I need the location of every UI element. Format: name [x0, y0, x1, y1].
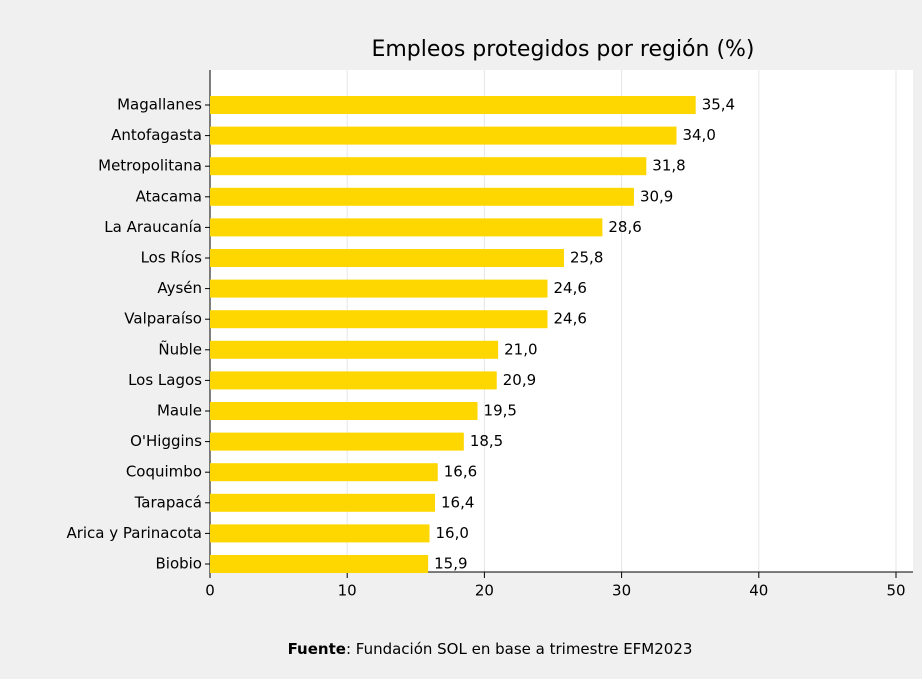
y-tick-label: Los Lagos — [128, 371, 202, 389]
bar — [210, 402, 478, 420]
bar — [210, 371, 497, 390]
value-label: 25,8 — [570, 249, 603, 267]
value-label: 18,5 — [470, 432, 503, 450]
value-label: 21,0 — [504, 340, 537, 358]
x-tick-label: 40 — [749, 582, 768, 600]
value-label: 31,8 — [652, 157, 685, 175]
y-tick-label: Valparaíso — [124, 310, 202, 328]
bar — [210, 187, 634, 206]
bar — [210, 249, 564, 267]
x-tick-label: 30 — [612, 582, 631, 600]
y-tick-label: Antofagasta — [111, 126, 202, 144]
value-label: 35,4 — [702, 96, 735, 114]
y-tick-label: Arica y Parinacota — [66, 524, 202, 542]
y-tick-label: Maule — [157, 402, 202, 420]
y-tick-label: Magallanes — [117, 96, 202, 114]
y-tick-label: O'Higgins — [130, 432, 202, 450]
bar — [210, 340, 499, 359]
y-tick-label: Metropolitana — [98, 157, 202, 175]
y-tick-label: Los Ríos — [141, 249, 203, 267]
value-label: 24,6 — [554, 310, 587, 328]
source-note: Fuente: Fundación SOL en base a trimestr… — [288, 640, 693, 658]
bar — [210, 493, 436, 512]
bar — [210, 555, 429, 573]
bar — [210, 96, 696, 114]
value-label: 24,6 — [554, 279, 587, 297]
y-tick-label: Aysén — [157, 279, 202, 297]
y-tick-label: La Araucanía — [104, 218, 202, 236]
y-tick-label: Tarapacá — [134, 493, 202, 511]
value-label: 16,4 — [441, 493, 474, 511]
bar — [210, 432, 464, 451]
value-label: 34,0 — [682, 126, 715, 144]
bar — [210, 279, 548, 298]
bar — [210, 310, 548, 329]
bar — [210, 157, 647, 176]
x-tick-label: 0 — [205, 582, 215, 600]
y-tick-label: Coquimbo — [126, 463, 202, 481]
value-label: 16,0 — [436, 524, 469, 542]
bar — [210, 126, 677, 145]
value-label: 16,6 — [444, 463, 477, 481]
source-text: : Fundación SOL en base a trimestre EFM2… — [346, 640, 692, 658]
chart-title: Empleos protegidos por región (%) — [371, 37, 754, 62]
source-label: Fuente — [288, 640, 346, 658]
bar — [210, 463, 438, 482]
y-tick-label: Atacama — [136, 187, 202, 205]
value-label: 28,6 — [608, 218, 641, 236]
bar — [210, 524, 430, 543]
x-tick-label: 10 — [338, 582, 357, 600]
value-label: 20,9 — [503, 371, 536, 389]
x-tick-label: 20 — [475, 582, 494, 600]
value-label: 15,9 — [434, 555, 467, 573]
bar — [210, 218, 603, 237]
y-tick-label: Biobio — [155, 555, 202, 573]
y-tick-label: Ñuble — [158, 339, 202, 358]
value-label: 19,5 — [484, 402, 517, 420]
value-label: 30,9 — [640, 187, 673, 205]
x-tick-label: 50 — [886, 582, 905, 600]
